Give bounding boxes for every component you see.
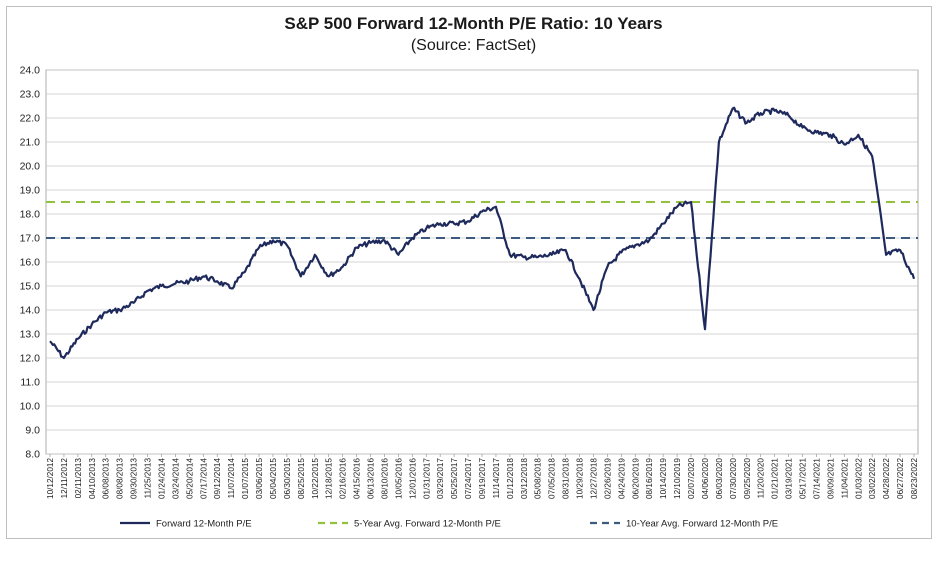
x-tick-label: 03/29/2017: [436, 458, 445, 499]
x-tick-label: 02/07/2020: [687, 458, 696, 499]
series-lines: [49, 106, 916, 360]
x-tick-label: 07/14/2021: [812, 458, 821, 499]
x-tick-label: 01/21/2021: [771, 458, 780, 499]
y-tick-label: 8.0: [25, 449, 40, 461]
x-tick-label: 07/24/2017: [464, 458, 473, 499]
x-tick-label: 02/11/2013: [74, 458, 83, 499]
x-tick-label: 07/30/2020: [729, 458, 738, 499]
x-tick-label: 07/17/2014: [199, 458, 208, 499]
x-tick-label: 11/07/2014: [227, 458, 236, 499]
x-tick-label: 12/11/2012: [60, 458, 69, 499]
x-tick-label: 05/25/2017: [450, 458, 459, 499]
x-tick-label: 09/25/2020: [743, 458, 752, 499]
x-tick-label: 06/13/2016: [367, 458, 376, 499]
x-tick-label: 08/10/2016: [380, 458, 389, 499]
x-tick-label: 04/24/2019: [617, 458, 626, 499]
x-tick-label: 07/05/2018: [548, 458, 557, 499]
y-axis-ticks: 8.0 9.0 10.0 11.0 12.0 13.0 14.0 15.0 16.0 17.0 18…: [20, 65, 41, 461]
x-tick-label: 03/19/2021: [785, 458, 794, 499]
x-tick-label: 12/10/2019: [673, 458, 682, 499]
x-tick-label: 02/16/2016: [339, 458, 348, 499]
x-tick-label: 05/20/2014: [185, 458, 194, 499]
x-tick-label: 03/06/2015: [255, 458, 264, 499]
x-tick-label: 12/01/2016: [408, 458, 417, 499]
y-tick-label: 10.0: [20, 401, 41, 413]
x-tick-label: 09/30/2013: [130, 458, 139, 499]
x-tick-label: 05/17/2021: [799, 458, 808, 499]
chart-title: S&P 500 Forward 12-Month P/E Ratio: 10 Y…: [284, 14, 663, 33]
y-tick-label: 15.0: [20, 281, 41, 293]
legend-label-2: 10-Year Avg. Forward 12-Month P/E: [626, 519, 778, 530]
y-tick-label: 24.0: [20, 65, 41, 77]
legend-label-0: Forward 12-Month P/E: [156, 519, 252, 530]
x-tick-label: 05/04/2015: [269, 458, 278, 499]
x-tick-label: 11/25/2013: [144, 458, 153, 499]
x-tick-label: 04/15/2016: [353, 458, 362, 499]
reference-lines: [46, 201, 918, 239]
x-tick-label: 06/03/2020: [715, 458, 724, 499]
x-tick-label: 04/10/2013: [88, 458, 97, 499]
y-tick-label: 17.0: [20, 233, 41, 245]
gridlines: [46, 69, 918, 455]
y-tick-label: 13.0: [20, 329, 41, 341]
y-tick-label: 19.0: [20, 185, 41, 197]
y-tick-label: 20.0: [20, 161, 41, 173]
x-tick-label: 08/25/2015: [297, 458, 306, 499]
x-tick-label: 06/30/2015: [283, 458, 292, 499]
y-tick-label: 22.0: [20, 113, 41, 125]
x-tick-label: 01/03/2022: [854, 458, 863, 499]
chart-frame: [6, 6, 932, 539]
y-tick-label: 23.0: [20, 89, 41, 101]
x-tick-label: 09/19/2017: [478, 458, 487, 499]
x-tick-label: 11/04/2021: [840, 458, 849, 499]
x-tick-label: 06/20/2019: [631, 458, 640, 499]
x-tick-label: 05/08/2018: [534, 458, 543, 499]
x-tick-label: 10/05/2016: [394, 458, 403, 499]
x-tick-label: 01/24/2014: [157, 458, 166, 499]
x-tick-label: 12/27/2018: [589, 458, 598, 499]
x-tick-label: 08/16/2019: [645, 458, 654, 499]
x-tick-label: 09/09/2021: [826, 458, 835, 499]
x-tick-label: 03/12/2018: [520, 458, 529, 499]
x-tick-label: 03/02/2022: [868, 458, 877, 499]
x-tick-label: 06/08/2013: [102, 458, 111, 499]
x-tick-label: 04/06/2020: [701, 458, 710, 499]
x-tick-label: 10/22/2015: [311, 458, 320, 499]
y-tick-label: 21.0: [20, 137, 41, 149]
x-tick-label: 01/31/2017: [422, 458, 431, 499]
y-tick-label: 18.0: [20, 209, 41, 221]
y-tick-label: 16.0: [20, 257, 41, 269]
y-tick-label: 12.0: [20, 353, 41, 365]
x-tick-label: 11/14/2017: [492, 458, 501, 499]
x-tick-label: 02/26/2019: [603, 458, 612, 499]
x-tick-label: 06/27/2022: [896, 458, 905, 499]
x-tick-label: 08/31/2018: [562, 458, 571, 499]
x-tick-label: 12/18/2015: [325, 458, 334, 499]
x-tick-label: 09/12/2014: [213, 458, 222, 499]
x-tick-label: 01/12/2018: [506, 458, 515, 499]
x-tick-label: 04/28/2022: [882, 458, 891, 499]
chart-subtitle: (Source: FactSet): [410, 37, 537, 54]
x-tick-label: 03/24/2014: [171, 458, 180, 499]
y-tick-label: 9.0: [25, 425, 40, 437]
x-tick-label: 11/20/2020: [757, 458, 766, 499]
x-tick-label: 01/07/2015: [241, 458, 250, 499]
x-axis-ticks: 10/12/2012 12/11/2012 02/11/2013 04/10/2013…: [46, 454, 919, 499]
x-tick-label: 10/12/2012: [46, 458, 55, 499]
x-tick-label: 10/29/2018: [576, 458, 585, 499]
legend: Forward 12-Month P/E 5-Year Avg. Forward …: [120, 519, 778, 530]
y-tick-label: 14.0: [20, 305, 41, 317]
x-tick-label: 08/08/2013: [116, 458, 125, 499]
legend-label-1: 5-Year Avg. Forward 12-Month P/E: [354, 519, 501, 530]
y-tick-label: 11.0: [20, 377, 40, 389]
x-tick-label: 08/23/2022: [910, 458, 919, 499]
x-tick-label: 10/14/2019: [659, 458, 668, 499]
